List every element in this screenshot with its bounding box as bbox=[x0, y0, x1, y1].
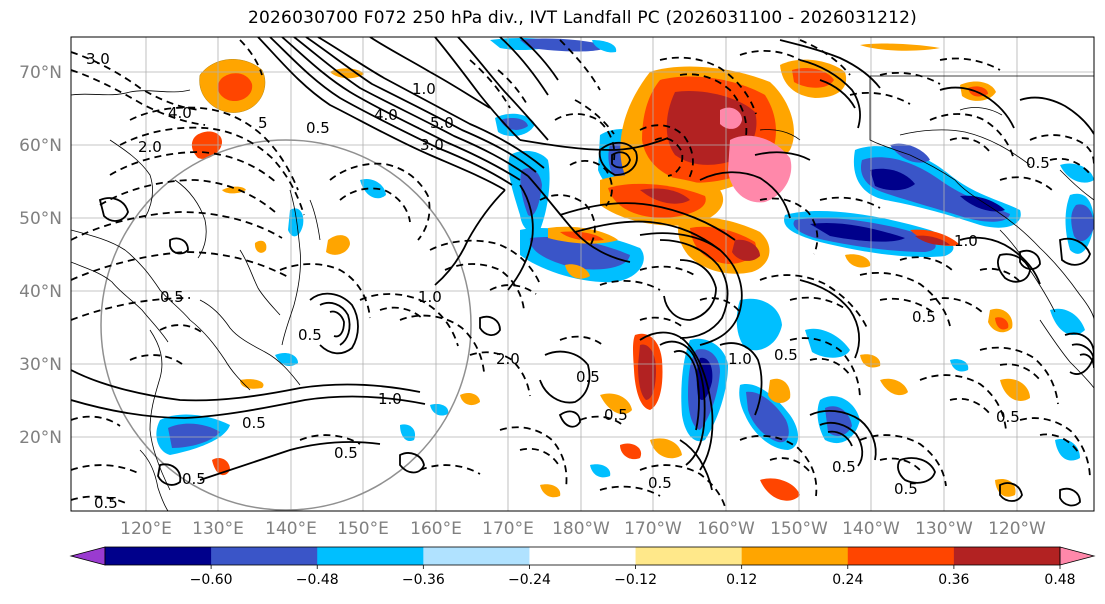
contour-label: 2.0 bbox=[138, 138, 162, 156]
colorbar-tick-label: −0.60 bbox=[190, 572, 233, 588]
contour-label: 0.5 bbox=[94, 494, 118, 512]
contour-label: 0.5 bbox=[182, 470, 206, 488]
longitude-label: 150°W bbox=[770, 519, 828, 539]
colorbar: −0.60 −0.48 −0.36 −0.24 −0.12 0.12 0.24 0.36 0.4… bbox=[69, 546, 1096, 588]
plot-title: 2026030700 F072 250 hPa div., IVT Landfa… bbox=[248, 8, 917, 28]
latitude-label: 40°N bbox=[19, 282, 62, 302]
latitude-label: 30°N bbox=[19, 355, 62, 375]
contour-label: 0.5 bbox=[648, 474, 672, 492]
colorbar-segment bbox=[423, 547, 530, 565]
colorbar-tick-label: 0.48 bbox=[1044, 572, 1075, 588]
longitude-axis: 120°E 130°E 140°E 150°E 160°E 170°E 180°… bbox=[120, 519, 1046, 539]
colorbar-tick-label: 0.12 bbox=[726, 572, 757, 588]
latitude-label: 60°N bbox=[19, 136, 62, 156]
colorbar-tick-label: 0.24 bbox=[832, 572, 863, 588]
contour-labels: 3.0 4.0 5 2.0 0.5 4.0 5.0 1.0 3.0 0.5 1.… bbox=[86, 50, 1050, 512]
longitude-label: 180°W bbox=[552, 519, 610, 539]
contour-label: 3.0 bbox=[420, 136, 444, 154]
longitude-label: 130°E bbox=[192, 519, 244, 539]
colorbar-tick-label: −0.48 bbox=[296, 572, 339, 588]
contour-label: 0.5 bbox=[306, 119, 330, 137]
colorbar-segment bbox=[105, 547, 212, 565]
longitude-label: 130°W bbox=[915, 519, 973, 539]
contour-label: 0.5 bbox=[996, 408, 1020, 426]
contour-label: 4.0 bbox=[168, 104, 192, 122]
colorbar-segment bbox=[529, 547, 637, 565]
contour-label: 0.5 bbox=[774, 346, 798, 364]
colorbar-extend-high bbox=[1059, 546, 1096, 566]
latitude-label: 50°N bbox=[19, 209, 62, 229]
contour-label: 1.0 bbox=[954, 232, 978, 250]
longitude-label: 140°E bbox=[265, 519, 317, 539]
colorbar-segment bbox=[317, 547, 424, 565]
colorbar-tick-label: 0.36 bbox=[938, 572, 969, 588]
contour-label: 0.5 bbox=[576, 368, 600, 386]
colorbar-segment bbox=[635, 547, 743, 565]
coastlines bbox=[71, 75, 1094, 511]
longitude-label: 140°W bbox=[842, 519, 900, 539]
range-circle bbox=[100, 139, 472, 511]
latitude-label: 70°N bbox=[19, 63, 62, 83]
contour-label: 0.5 bbox=[298, 326, 322, 344]
colorbar-extend-low bbox=[69, 546, 106, 566]
map-frame bbox=[70, 36, 1095, 512]
colorbar-tick-label: −0.36 bbox=[402, 572, 445, 588]
map-area: 3.0 4.0 5 2.0 0.5 4.0 5.0 1.0 3.0 0.5 1.… bbox=[71, 37, 1094, 512]
contour-label: 0.5 bbox=[242, 414, 266, 432]
contour-label: 5.0 bbox=[430, 114, 454, 132]
longitude-label: 160°W bbox=[697, 519, 755, 539]
longitude-label: 160°E bbox=[410, 519, 462, 539]
contour-label: 0.5 bbox=[1026, 154, 1050, 172]
contour-label: 4.0 bbox=[374, 106, 398, 124]
longitude-label: 120°E bbox=[120, 519, 172, 539]
contour-label: 0.5 bbox=[894, 480, 918, 498]
contour-label: 1.0 bbox=[418, 288, 442, 306]
contours-negative bbox=[71, 39, 1094, 511]
contour-label: 1.0 bbox=[412, 80, 436, 98]
longitude-label: 150°E bbox=[337, 519, 389, 539]
longitude-label: 170°E bbox=[482, 519, 534, 539]
colorbar-segment bbox=[741, 547, 849, 565]
latitude-axis: 70°N 60°N 50°N 40°N 30°N 20°N bbox=[19, 63, 62, 448]
latitude-label: 20°N bbox=[19, 428, 62, 448]
contour-label: 0.5 bbox=[912, 308, 936, 326]
contour-label: 3.0 bbox=[86, 50, 110, 68]
contour-label: 0.5 bbox=[334, 444, 358, 462]
contours-positive bbox=[71, 37, 1094, 507]
contour-label: 0.5 bbox=[160, 288, 184, 306]
contour-label: 1.0 bbox=[378, 390, 402, 408]
colorbar-tick-label: −0.24 bbox=[508, 572, 551, 588]
colorbar-segment bbox=[847, 547, 955, 565]
contour-label: 2.0 bbox=[496, 350, 520, 368]
colorbar-outline bbox=[104, 546, 1061, 566]
contour-label: 0.5 bbox=[832, 458, 856, 476]
contour-label: 1.0 bbox=[728, 350, 752, 368]
colorbar-tick-label: −0.12 bbox=[614, 572, 657, 588]
longitude-label: 120°W bbox=[988, 519, 1046, 539]
colorbar-segment bbox=[953, 547, 1061, 565]
contour-label: 5 bbox=[258, 114, 268, 132]
colorbar-segment bbox=[211, 547, 318, 565]
contour-label: 0.5 bbox=[604, 406, 628, 424]
longitude-label: 170°W bbox=[624, 519, 682, 539]
